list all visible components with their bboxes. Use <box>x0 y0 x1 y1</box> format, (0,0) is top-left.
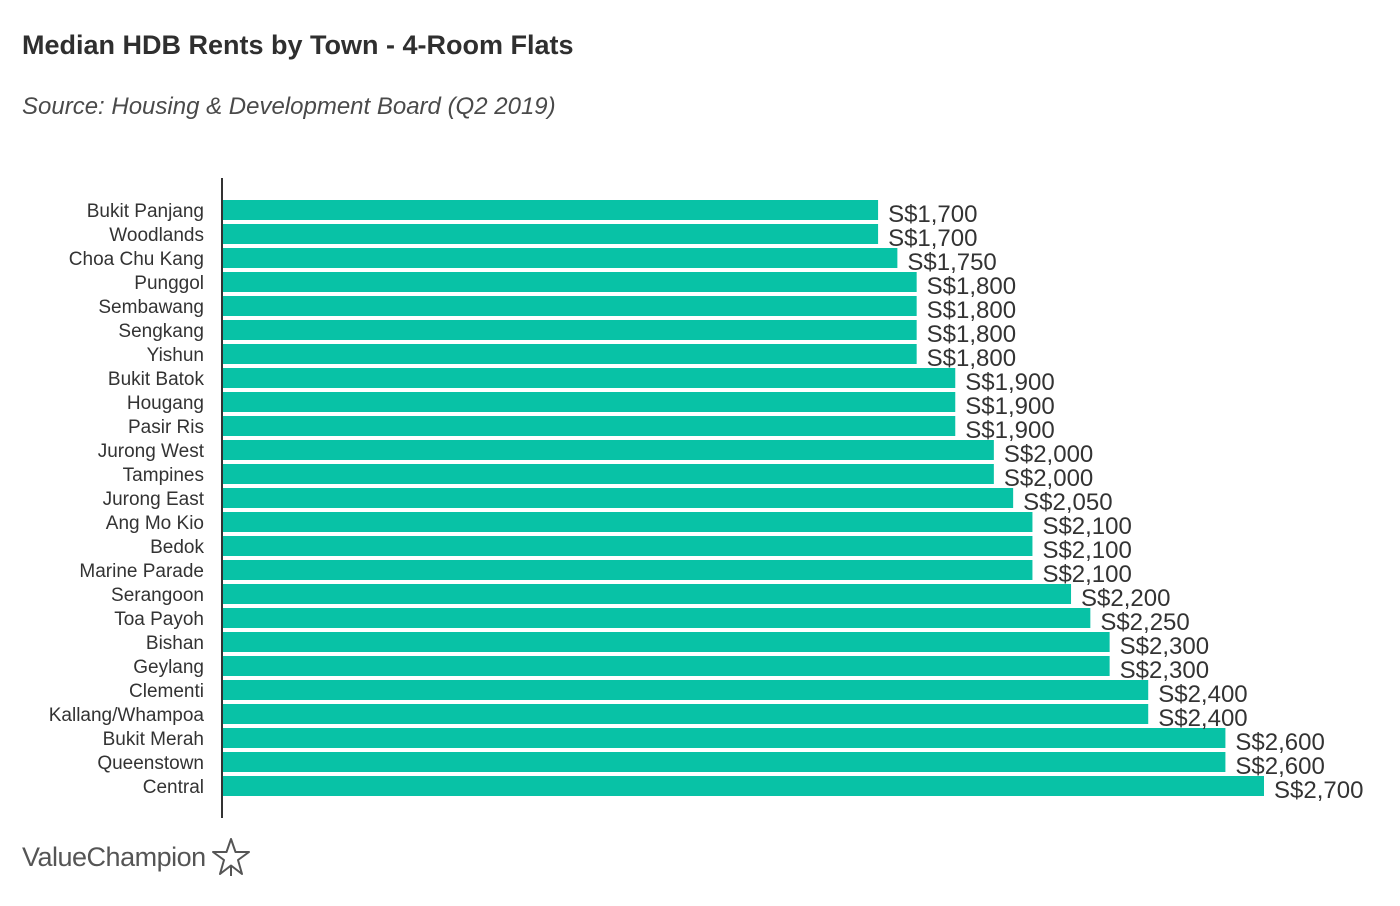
category-label: Central <box>143 777 204 798</box>
value-label: S$2,400 <box>1158 681 1247 708</box>
category-label: Bedok <box>150 537 204 558</box>
category-label: Kallang/Whampoa <box>49 705 205 726</box>
logo-text: ValueChampion <box>22 841 206 872</box>
bar <box>222 368 956 388</box>
category-label: Bishan <box>146 633 204 654</box>
category-label: Bukit Batok <box>108 369 205 390</box>
category-label: Clementi <box>129 681 204 702</box>
bar <box>222 512 1033 532</box>
bar <box>222 584 1072 604</box>
bar <box>222 464 994 484</box>
bar <box>222 440 994 460</box>
value-label: S$2,100 <box>1042 513 1131 540</box>
value-label: S$2,100 <box>1042 561 1131 588</box>
bar <box>222 680 1149 700</box>
category-label: Tampines <box>123 465 204 486</box>
category-label: Bukit Panjang <box>87 201 204 222</box>
bar <box>222 560 1033 580</box>
value-label: S$2,000 <box>1004 465 1093 492</box>
bar <box>222 248 898 268</box>
value-label: S$2,600 <box>1235 753 1324 780</box>
value-label: S$2,600 <box>1235 729 1324 756</box>
value-label: S$1,700 <box>888 201 977 228</box>
value-label: S$1,900 <box>965 369 1054 396</box>
bar <box>222 416 956 436</box>
category-label: Marine Parade <box>79 561 204 582</box>
value-label: S$1,900 <box>965 417 1054 444</box>
value-label: S$1,800 <box>927 321 1016 348</box>
bar <box>222 488 1014 508</box>
category-label: Yishun <box>147 345 204 366</box>
category-label: Punggol <box>134 273 204 294</box>
value-label: S$1,800 <box>927 345 1016 372</box>
category-labels-group: Bukit Panjang Woodlands Choa Chu Kang Pungg… <box>49 201 205 798</box>
category-label: Choa Chu Kang <box>69 249 204 270</box>
bars-group <box>222 200 1264 796</box>
bar <box>222 656 1110 676</box>
chart-subtitle: Source: Housing & Development Board (Q2 … <box>22 93 556 120</box>
bar <box>222 224 879 244</box>
value-label: S$2,200 <box>1081 585 1170 612</box>
value-label: S$2,700 <box>1274 777 1363 804</box>
category-label: Sembawang <box>98 297 204 318</box>
category-label: Sengkang <box>118 321 204 342</box>
value-label: S$1,900 <box>965 393 1054 420</box>
category-label: Geylang <box>133 657 204 678</box>
value-label: S$2,300 <box>1120 633 1209 660</box>
value-label: S$2,300 <box>1120 657 1209 684</box>
category-label: Queenstown <box>97 753 204 774</box>
bar <box>222 272 917 292</box>
bar <box>222 320 917 340</box>
value-label: S$1,750 <box>907 249 996 276</box>
bar <box>222 776 1264 796</box>
bar <box>222 344 917 364</box>
chart-title: Median HDB Rents by Town - 4-Room Flats <box>22 30 574 60</box>
bar <box>222 752 1226 772</box>
value-label: S$2,050 <box>1023 489 1112 516</box>
value-label: S$1,800 <box>927 297 1016 324</box>
bar <box>222 200 879 220</box>
category-label: Woodlands <box>109 225 204 246</box>
bar <box>222 608 1091 628</box>
value-label: S$2,400 <box>1158 705 1247 732</box>
category-label: Jurong East <box>103 489 205 510</box>
value-label: S$2,000 <box>1004 441 1093 468</box>
category-label: Toa Payoh <box>114 609 204 630</box>
category-label: Ang Mo Kio <box>106 513 204 534</box>
category-label: Jurong West <box>98 441 205 462</box>
value-label: S$2,100 <box>1042 537 1131 564</box>
valuechampion-logo: ValueChampion <box>22 836 252 878</box>
bar <box>222 296 917 316</box>
category-label: Bukit Merah <box>103 729 204 750</box>
category-label: Pasir Ris <box>128 417 204 438</box>
bar <box>222 536 1033 556</box>
value-label: S$1,700 <box>888 225 977 252</box>
bar <box>222 632 1110 652</box>
value-labels-group: S$1,700S$1,700S$1,750S$1,800S$1,800S$1,8… <box>888 201 1363 804</box>
value-label: S$1,800 <box>927 273 1016 300</box>
star-icon <box>211 838 250 876</box>
value-label: S$2,250 <box>1100 609 1189 636</box>
category-label: Serangoon <box>111 585 204 606</box>
bar <box>222 704 1149 724</box>
bar <box>222 392 956 412</box>
category-label: Hougang <box>127 393 204 414</box>
bar <box>222 728 1226 748</box>
